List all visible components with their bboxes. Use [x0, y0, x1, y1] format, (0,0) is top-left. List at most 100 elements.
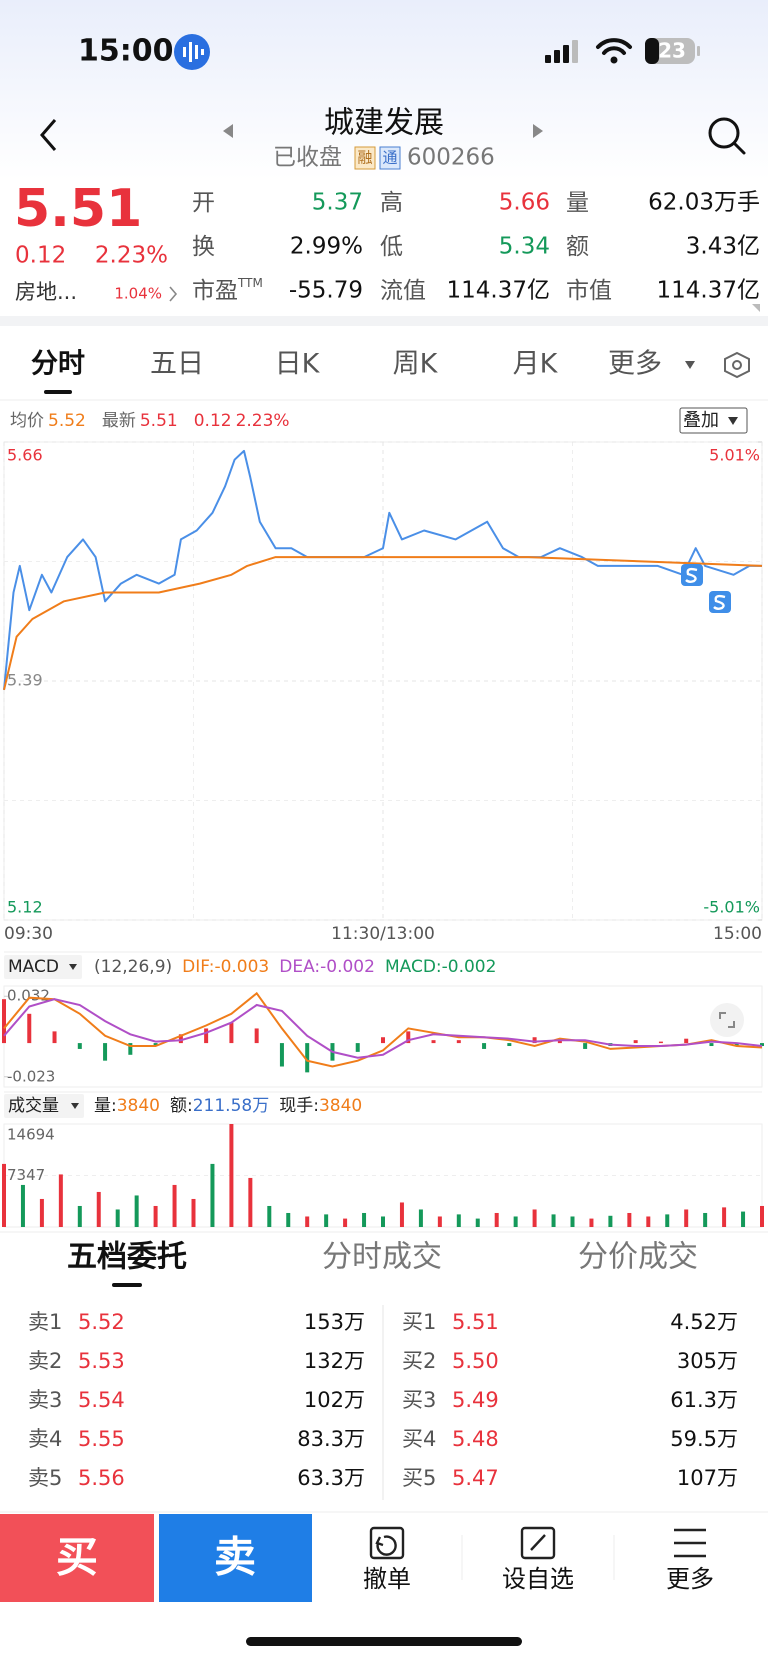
- macd-bar: [658, 1041, 663, 1044]
- field-label-text: 流值: [380, 278, 426, 304]
- macd-bar: [229, 1022, 234, 1044]
- overlay-button[interactable]: 叠加: [683, 410, 719, 431]
- indicator-selector[interactable]: 成交量: [8, 1096, 59, 1116]
- y-tick-label: 5.66: [7, 446, 43, 465]
- back-button[interactable]: [40, 119, 57, 151]
- wifi-dot: [610, 56, 618, 64]
- volume-bar: [2, 1163, 6, 1227]
- sector-name[interactable]: 房地...: [15, 280, 77, 304]
- badge: 通: [382, 149, 397, 167]
- book-level: 卖4: [28, 1427, 62, 1451]
- indicator-value: MACD:-0.002: [385, 957, 497, 977]
- volume-bar: [134, 1195, 139, 1227]
- macd-bar: [52, 1031, 57, 1044]
- settings-dot: [732, 360, 742, 370]
- volume-bar: [627, 1212, 632, 1227]
- indicator-value: DIF:-0.003: [182, 957, 269, 977]
- field-value: 2.99%: [290, 234, 363, 260]
- book-level: 买5: [402, 1466, 436, 1490]
- volume-bar: [324, 1214, 329, 1227]
- volume-bar: [722, 1207, 727, 1227]
- field-label-text: 低: [380, 234, 403, 260]
- period-tab[interactable]: 周K: [393, 349, 439, 380]
- macd-bar: [27, 1013, 32, 1044]
- selector-box[interactable]: [4, 1094, 84, 1118]
- next-stock[interactable]: [533, 124, 543, 138]
- field-label: 高: [380, 190, 403, 216]
- tool-icons: [369, 1526, 706, 1560]
- book-volume: 61.3万: [670, 1388, 738, 1412]
- tab-underline: [44, 390, 72, 394]
- macd-bar: [583, 1043, 588, 1049]
- search-button[interactable]: [708, 117, 740, 149]
- period-tab[interactable]: 日K: [275, 349, 321, 380]
- expand-corner[interactable]: [752, 304, 760, 312]
- selector-arrow: [71, 1103, 79, 1109]
- tool-button[interactable]: 更多: [666, 1565, 714, 1593]
- book-tab[interactable]: 分价成交: [578, 1240, 698, 1275]
- status-time: 15:00: [78, 34, 174, 69]
- tool-button[interactable]: 撤单: [363, 1565, 411, 1593]
- tool-button[interactable]: 设自选: [502, 1565, 574, 1593]
- settings-button[interactable]: [724, 351, 750, 379]
- sector-arrow: [169, 286, 178, 302]
- field-label: 额: [566, 234, 589, 260]
- indicator-line: [3, 991, 763, 1068]
- indicator-selector[interactable]: MACD: [8, 957, 59, 977]
- volume-bar: [191, 1198, 196, 1227]
- fullscreen-button[interactable]: [710, 1003, 744, 1037]
- badge-box: [354, 146, 376, 170]
- book-level: 卖2: [28, 1349, 62, 1373]
- battery-tip: [697, 46, 700, 56]
- volume-bar: [570, 1216, 575, 1227]
- volume-bar: [210, 1163, 215, 1227]
- period-tabs: 分时 五日 日K 周K 月K 更多: [31, 349, 662, 394]
- period-tab[interactable]: 月K: [513, 349, 559, 380]
- field-label: 量: [566, 190, 589, 216]
- macd-bar: [507, 1043, 512, 1047]
- indicator-readout: (12,26,9) DIF:-0.003 DEA:-0.002 MACD:-0.002: [94, 957, 496, 977]
- macd-bar: [381, 1037, 385, 1044]
- book-level: 买3: [402, 1388, 436, 1412]
- selector-box[interactable]: [4, 955, 82, 979]
- badge: 融: [357, 149, 372, 167]
- overlay-button-box[interactable]: [679, 407, 748, 434]
- readout-item: 均价: [10, 411, 44, 431]
- readout-item: 2.23%: [236, 411, 290, 431]
- more-arrow: [685, 361, 695, 369]
- series-line: [3, 449, 762, 690]
- y-tick-label: 0.032: [7, 987, 50, 1005]
- volume-bar: [267, 1205, 272, 1227]
- tools: 撤单 设自选 更多: [363, 1565, 714, 1593]
- volume-bar: [646, 1216, 651, 1227]
- book-tab[interactable]: 五档委托: [67, 1240, 187, 1275]
- field-label-text: 开: [192, 190, 215, 216]
- macd-bar: [178, 1034, 183, 1044]
- macd-bar: [557, 1040, 562, 1044]
- y-tick-label: 14694: [7, 1126, 55, 1144]
- book-price: 5.50: [452, 1349, 499, 1373]
- macd-bar: [305, 1043, 310, 1073]
- book-tab[interactable]: 分时成交: [322, 1240, 442, 1275]
- macd-bar: [734, 1043, 739, 1047]
- macd-bar: [709, 1043, 714, 1047]
- prev-stock[interactable]: [223, 124, 233, 138]
- book-price: 5.52: [78, 1310, 125, 1334]
- period-tab[interactable]: 五日: [150, 349, 204, 380]
- sell-button[interactable]: [159, 1514, 312, 1602]
- buy-button[interactable]: [0, 1514, 154, 1602]
- price-change: 0.12: [15, 243, 66, 269]
- chart-readout: 均价 5.52 最新 5.51 0.12 2.23%: [10, 411, 290, 431]
- book-volume: 102万: [304, 1388, 365, 1412]
- period-tab[interactable]: 更多: [608, 349, 662, 380]
- period-tab[interactable]: 分时: [31, 349, 85, 380]
- x-tick-label: 09:30: [4, 924, 53, 944]
- field-label: 市盈TTM: [192, 276, 263, 304]
- field-label-text: 高: [380, 190, 403, 216]
- readout-item: 5.52: [48, 411, 86, 431]
- readout-value: 211.58万: [193, 1096, 269, 1116]
- volume-bar: [20, 1184, 25, 1227]
- volume-bar: [551, 1214, 556, 1227]
